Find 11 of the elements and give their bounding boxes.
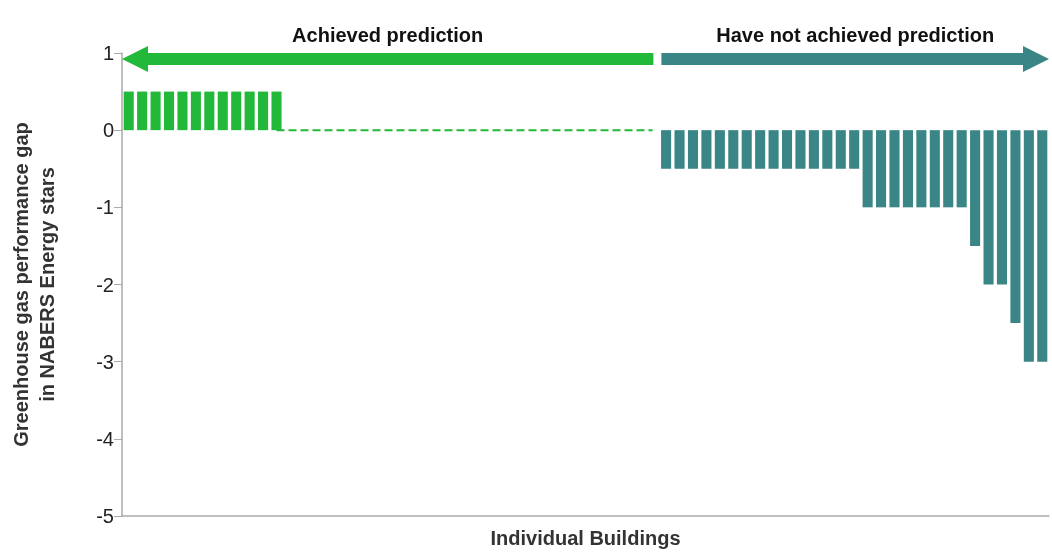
y-tick-label: -3 <box>96 350 114 373</box>
y-tick-label: -5 <box>96 505 114 527</box>
x-axis-title: Individual Buildings <box>490 527 681 549</box>
y-tick-label: 1 <box>102 42 114 64</box>
text: Have not achieved prediction <box>716 24 995 46</box>
y-tick-label: 0 <box>102 119 114 142</box>
y-tick-label: -1 <box>96 196 114 219</box>
y-tick-label: -4 <box>96 427 114 450</box>
y-tick-label: -2 <box>96 273 114 296</box>
text: Achieved prediction <box>292 24 484 46</box>
y-axis-title: Greenhouse gas performance gap in NABERS Energy stars <box>10 122 58 447</box>
